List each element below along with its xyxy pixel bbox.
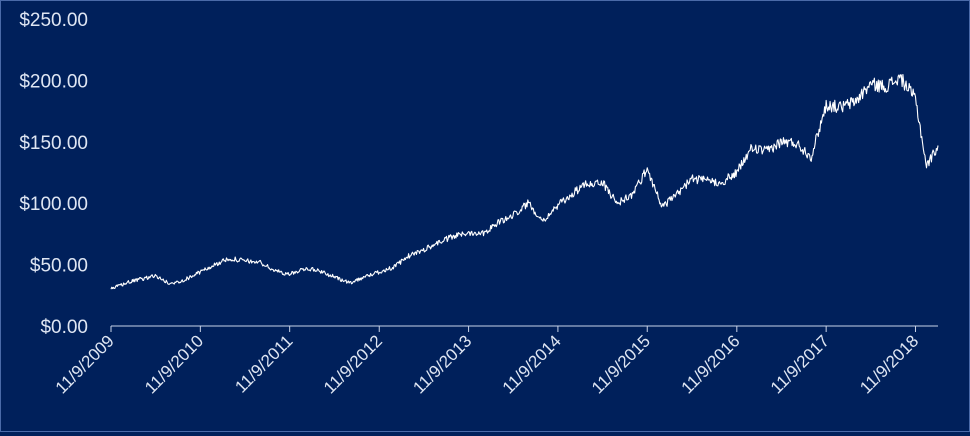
x-tick-label: 11/9/2017 bbox=[767, 331, 833, 397]
y-tick-label: $50.00 bbox=[30, 256, 88, 277]
x-tick-label: 11/9/2010 bbox=[141, 331, 207, 397]
x-tick-label: 11/9/2018 bbox=[856, 331, 922, 397]
price-series-line bbox=[110, 73, 939, 290]
y-tick-label: $150.00 bbox=[19, 133, 88, 154]
x-tick-label: 11/9/2014 bbox=[499, 331, 565, 397]
x-tick-label: 11/9/2013 bbox=[409, 331, 475, 397]
y-tick-label: $100.00 bbox=[19, 194, 88, 215]
y-tick-label: $0.00 bbox=[40, 317, 88, 338]
y-tick-label: $200.00 bbox=[19, 71, 88, 92]
x-tick-label: 11/9/2009 bbox=[52, 331, 118, 397]
y-axis: $0.00 $50.00 $100.00 $150.00 $200.00 $250.00 bbox=[19, 10, 88, 338]
x-tick-label: 11/9/2015 bbox=[588, 331, 654, 397]
plot-area bbox=[110, 73, 939, 290]
y-tick-label: $250.00 bbox=[19, 10, 88, 31]
x-axis: 11/9/2009 11/9/2010 11/9/2011 11/9/2012 11/9… bbox=[52, 325, 938, 397]
x-tick-label: 11/9/2016 bbox=[678, 331, 744, 397]
x-tick-label: 11/9/2012 bbox=[320, 331, 386, 397]
x-tick-label: 11/9/2011 bbox=[231, 331, 296, 396]
